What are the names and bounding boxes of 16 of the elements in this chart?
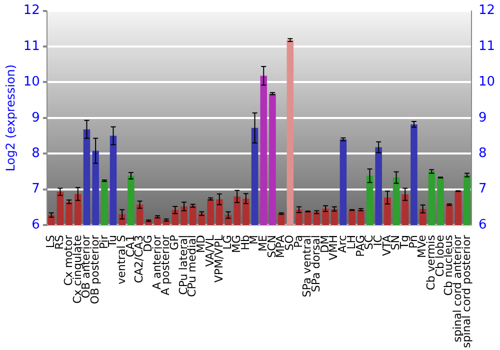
y-tick-label: 8 (32, 146, 40, 161)
y-tick-label: 6 (32, 217, 40, 232)
y-tick-label: 10 (23, 74, 40, 90)
y-tick-label: 11 (23, 38, 40, 54)
y2-tick-label: 12 (478, 3, 496, 18)
y2-tick-label: 8 (478, 146, 487, 161)
y-tick-label: 9 (32, 110, 40, 126)
y2-tick-label: 7 (478, 182, 487, 197)
y-tick-label: 12 (23, 3, 40, 18)
y2-tick-label: 9 (478, 110, 487, 126)
y2-tick-label: 11 (478, 38, 496, 54)
y-tick-label: 7 (32, 182, 40, 197)
x-tick-label: A posterior (159, 234, 172, 296)
y-axis-title: Log2 (expression) (3, 64, 18, 172)
y2-tick-label: 10 (478, 74, 496, 90)
y2-tick-label: 6 (478, 217, 487, 232)
